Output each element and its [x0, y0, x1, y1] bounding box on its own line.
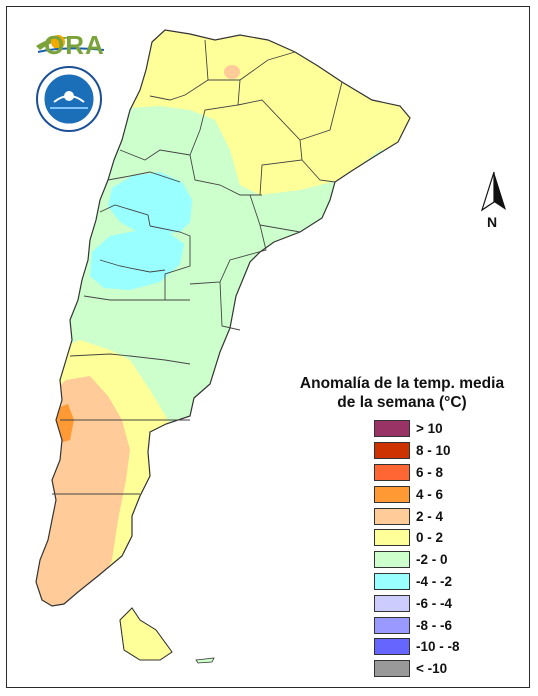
legend-swatch [374, 551, 410, 569]
legend-item: -6 - -4 [374, 592, 460, 614]
tierra-del-fuego [119, 607, 173, 661]
legend-label: 8 - 10 [416, 443, 451, 459]
legend-label: -2 - 0 [416, 552, 448, 568]
legend-title: Anomalía de la temp. media de la semana … [286, 374, 518, 412]
legend-item: < -10 [374, 658, 460, 680]
legend-item: -10 - -8 [374, 636, 460, 658]
legend-swatch [374, 638, 410, 656]
ora-logo: ORA [34, 28, 108, 62]
isla-de-los-estados [195, 657, 215, 664]
legend-label: < -10 [416, 661, 448, 677]
legend-item: 0 - 2 [374, 527, 460, 549]
legend-label: -10 - -8 [416, 639, 460, 655]
smn-seal-icon [36, 66, 102, 132]
legend-item: 6 - 8 [374, 462, 460, 484]
legend-title-line1: Anomalía de la temp. media [299, 375, 505, 392]
legend-label: > 10 [416, 421, 443, 437]
legend-swatch [374, 485, 410, 503]
legend-swatch [374, 594, 410, 612]
legend-item: -8 - -6 [374, 614, 460, 636]
legend-swatch [374, 420, 410, 438]
country-outline [35, 29, 411, 607]
legend-swatch [374, 660, 410, 678]
legend-label: 2 - 4 [416, 508, 444, 524]
legend-label: 6 - 8 [416, 464, 444, 480]
legend-item: > 10 [374, 418, 460, 440]
legend-item: 8 - 10 [374, 440, 460, 462]
legend-label: 4 - 6 [416, 486, 444, 502]
legend-swatch [374, 507, 410, 525]
legend: > 10 8 - 10 6 - 8 4 - 6 2 - 4 0 - 2 -2 - 0 -4 -… [374, 418, 460, 680]
legend-swatch [374, 616, 410, 634]
map-frame [6, 6, 530, 688]
ora-swoosh-icon [36, 35, 105, 53]
legend-swatch [374, 442, 410, 460]
legend-item: 2 - 4 [374, 505, 460, 527]
legend-label: -4 - -2 [416, 573, 453, 589]
ora-logo-text: ORA [44, 30, 105, 60]
legend-label: -8 - -6 [416, 617, 453, 633]
north-arrow-icon [478, 170, 510, 234]
legend-item: 4 - 6 [374, 483, 460, 505]
legend-swatch [374, 572, 410, 590]
legend-swatch [374, 529, 410, 547]
legend-swatch [374, 463, 410, 481]
legend-item: -4 - -2 [374, 571, 460, 593]
province-boundaries [52, 39, 343, 661]
legend-label: -6 - -4 [416, 595, 453, 611]
legend-title-line2: de la semana (°C) [337, 394, 467, 411]
north-label: N [487, 214, 498, 230]
legend-item: -2 - 0 [374, 549, 460, 571]
legend-label: 0 - 2 [416, 530, 444, 546]
